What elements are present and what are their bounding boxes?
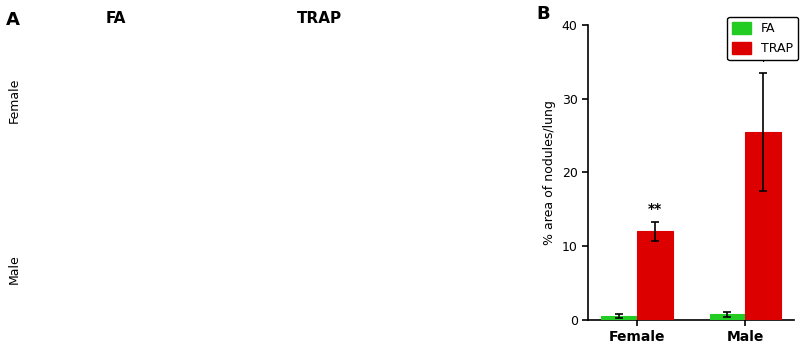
Text: A: A [6, 11, 19, 29]
Text: b: b [215, 29, 225, 43]
Bar [637, 231, 673, 320]
Y-axis label: % area of nodules/lung: % area of nodules/lung [543, 100, 556, 245]
Bar [601, 316, 637, 320]
Text: a: a [23, 29, 33, 43]
Text: FA: FA [105, 11, 126, 26]
Text: *: * [760, 54, 767, 68]
Bar [745, 132, 781, 320]
Text: TRAP: TRAP [296, 11, 341, 26]
Bar [709, 314, 745, 320]
Text: Male: Male [8, 255, 21, 284]
Text: B: B [536, 5, 550, 23]
Text: e: e [215, 201, 224, 215]
Text: Female: Female [8, 78, 21, 123]
Text: d: d [23, 201, 33, 215]
Legend: FA, TRAP: FA, TRAP [728, 17, 799, 60]
Text: c: c [394, 29, 402, 43]
Text: **: ** [648, 202, 662, 216]
Text: f: f [394, 201, 400, 215]
